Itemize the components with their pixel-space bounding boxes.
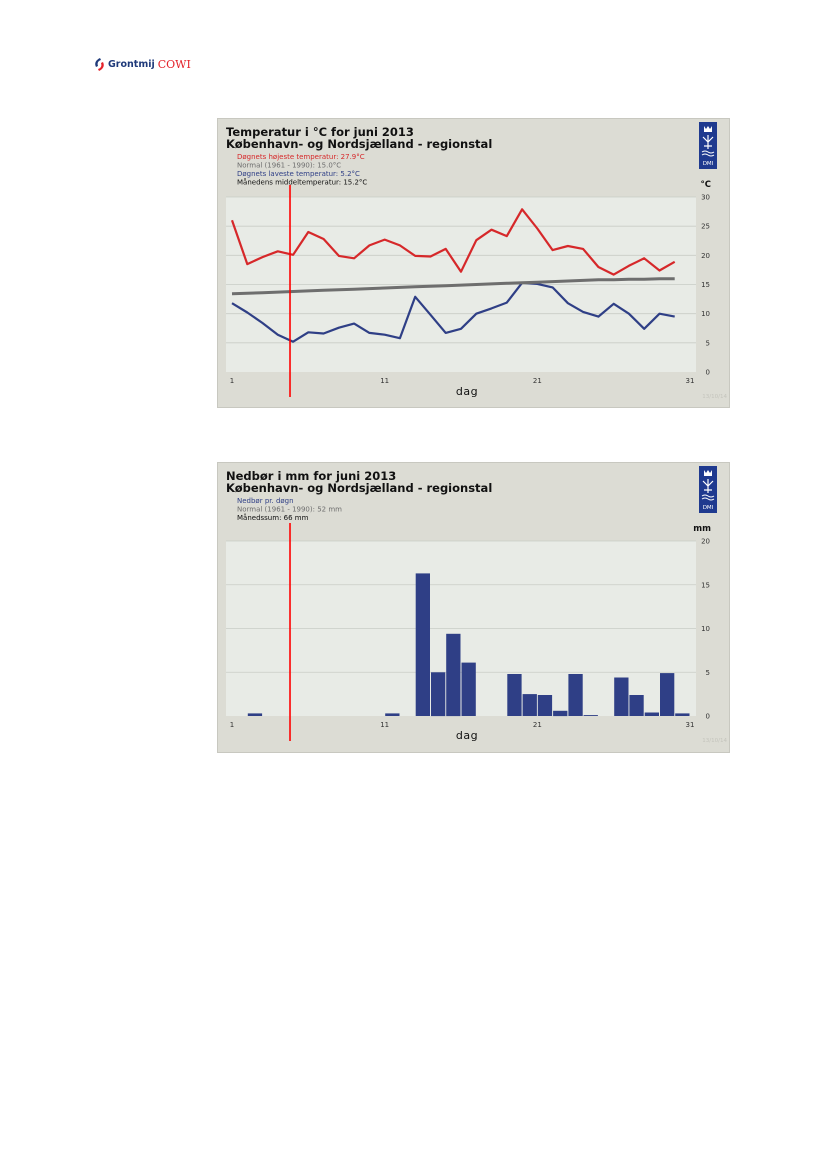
dmi-logo-label: DMI: [703, 161, 714, 167]
chart-precip-x-tick-label: 21: [533, 721, 542, 729]
chart-temp-legend-entry: Månedens middeltemperatur: 15.2°C: [237, 178, 367, 187]
chart-temp-y-tick-label: 0: [706, 369, 710, 377]
chart-precip-legend-entry: Normal (1961 - 1990): 52 mm: [237, 506, 342, 514]
precip-bar: [507, 674, 522, 716]
chart-precip-subtitle: København- og Nordsjælland - regionstal: [226, 481, 492, 495]
temperature-chart-svg: Temperatur i °C for juni 2013København- …: [226, 122, 727, 400]
chart-temp-legend-entry: Døgnets højeste temperatur: 27.9°C: [237, 153, 365, 161]
company-logo: Grontmij COWI: [94, 58, 191, 71]
chart-precip-legend-entry: Nedbør pr. døgn: [237, 497, 294, 505]
chart-temp-y-tick-label: 10: [701, 310, 710, 318]
chart-temp-watermark: 13/10/14: [702, 394, 727, 400]
precip-bar: [660, 673, 675, 716]
chart-precip-y-tick-label: 0: [706, 713, 710, 721]
chart-temp-x-axis-label: dag: [456, 385, 478, 398]
weather-icon: [702, 479, 714, 493]
chart-precip-y-tick-label: 10: [701, 625, 710, 633]
chart-temp-legend-entry: Døgnets laveste temperatur: 5.2°C: [237, 170, 360, 178]
precip-bar: [614, 677, 629, 716]
chart-temp-x-tick-label: 31: [686, 377, 695, 385]
precip-bar: [247, 713, 263, 716]
precip-bar: [675, 713, 690, 716]
precip-bar: [537, 695, 553, 716]
chart-temp-y-tick-label: 5: [706, 339, 710, 347]
precip-bar: [583, 715, 598, 716]
chart-precip-x-tick-label: 11: [380, 721, 389, 729]
precip-bar: [629, 695, 644, 716]
precipitation-chart: Nedbør i mm for juni 2013 København- og N…: [217, 462, 730, 753]
chart-temp-y-tick-label: 20: [701, 252, 710, 260]
chart-temp-legend-entry: Normal (1961 - 1990): 15.0°C: [237, 162, 341, 170]
temperature-chart: Temperatur i °C for juni 2013 København- …: [217, 118, 730, 408]
chart-temp-title: Temperatur i °C for juni 2013: [226, 125, 414, 139]
chart-precip-watermark: 13/10/14: [702, 738, 727, 744]
weather-icon: [702, 135, 714, 149]
precip-bar: [553, 710, 568, 717]
chart-temp-y-tick-label: 25: [701, 223, 710, 231]
max-temp-line: [230, 208, 676, 276]
dmi-logo-label: DMI: [703, 505, 714, 511]
crown-icon: [704, 126, 712, 132]
chart-precip-legend-entry: Månedssum: 66 mm: [237, 513, 309, 522]
chart-temp-y-tick-label: 15: [701, 281, 710, 289]
chart-precip-x-tick-label: 31: [686, 721, 695, 729]
chart-precip-title: Nedbør i mm for juni 2013: [226, 469, 396, 483]
precip-bar: [568, 674, 583, 716]
logo-cowi-text: COWI: [157, 58, 191, 71]
chart-temp-x-tick-label: 1: [230, 377, 234, 385]
logo-grontmij-text: Grontmij: [108, 59, 155, 70]
precip-bar: [431, 672, 446, 717]
precip-bar: [644, 712, 659, 716]
chart-temp-y-tick-label: 30: [701, 194, 710, 202]
chart-precip-x-axis-label: dag: [456, 729, 478, 742]
chart-precip-x-tick-label: 1: [230, 721, 234, 729]
precip-bar: [461, 662, 476, 716]
precip-bar: [522, 694, 537, 716]
waves-icon: [701, 150, 715, 157]
crown-icon: [704, 470, 712, 476]
chart-temp-y-unit-label: °C: [701, 180, 712, 190]
chart-temp-x-tick-label: 21: [533, 377, 542, 385]
chart-precip-y-unit-label: mm: [693, 524, 711, 534]
dmi-logo: DMI: [699, 122, 717, 169]
chart-temp-subtitle: København- og Nordsjælland - regionstal: [226, 137, 492, 151]
chart-precip-y-tick-label: 15: [701, 581, 710, 589]
grontmij-logo-icon: [95, 58, 104, 71]
chart-precip-y-tick-label: 20: [701, 538, 710, 546]
chart-precip-y-tick-label: 5: [706, 669, 710, 677]
precip-bar: [415, 573, 430, 716]
normal-temp-line: [231, 277, 675, 296]
dmi-logo: DMI: [699, 466, 717, 513]
precip-bar: [446, 633, 461, 717]
precip-bar: [385, 713, 400, 716]
min-temp-line: [231, 281, 675, 343]
waves-icon: [701, 494, 715, 501]
chart-temp-x-tick-label: 11: [380, 377, 389, 385]
